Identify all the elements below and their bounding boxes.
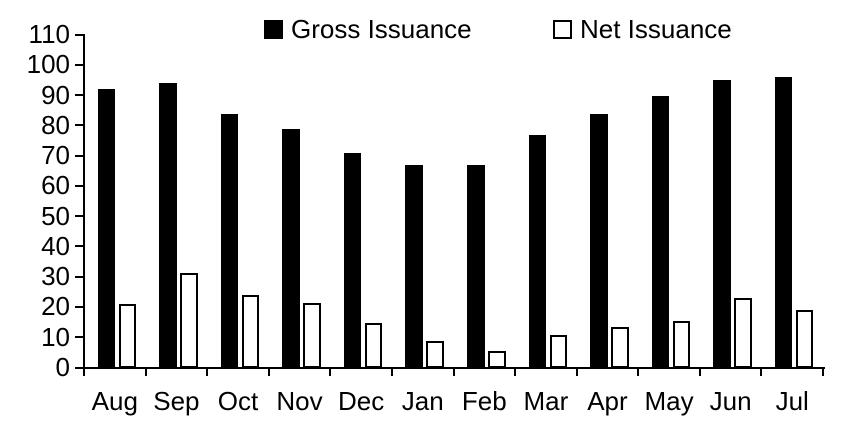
bar-net-jan (426, 340, 444, 368)
y-axis-tick (75, 184, 84, 187)
x-axis-label-feb: Feb (461, 386, 507, 416)
y-axis-label: 80 (41, 109, 70, 140)
y-axis-label: 0 (55, 352, 70, 382)
bar-net-apr (611, 327, 629, 368)
y-axis-label: 40 (41, 230, 70, 261)
y-axis-label: 100 (26, 49, 70, 80)
y-axis-tick (75, 275, 84, 278)
y-axis-tick (75, 124, 84, 127)
bar-net-aug (118, 304, 136, 368)
x-axis-label-jan: Jan (401, 386, 444, 416)
bar-net-sep (180, 272, 198, 368)
legend-item-gross-issuance: Gross Issuance (264, 14, 472, 44)
legend-swatch-gross-issuance (264, 19, 283, 39)
bar-gross-nov (282, 128, 300, 368)
x-axis-tick (514, 368, 517, 376)
x-axis-label-oct: Oct (217, 386, 259, 416)
y-axis-label: 10 (41, 321, 70, 352)
x-axis-tick (267, 368, 270, 376)
bar-gross-mar (528, 134, 547, 368)
y-axis-tick (75, 33, 84, 36)
y-axis-line (83, 34, 85, 369)
bar-gross-jun (713, 80, 731, 368)
y-axis-label: 20 (41, 291, 70, 322)
x-axis-label-nov: Nov (276, 386, 323, 416)
x-axis-label-jun: Jun (709, 386, 752, 416)
bar-gross-dec (343, 153, 362, 368)
x-axis-tick (144, 368, 147, 376)
bar-gross-jul (774, 77, 793, 368)
y-axis-tick (75, 154, 84, 157)
x-axis-tick (760, 368, 763, 376)
y-axis-label: 30 (41, 261, 70, 292)
y-axis-label: 110 (28, 19, 70, 49)
y-axis-tick (75, 63, 84, 66)
legend-swatch-net-issuance (553, 19, 572, 39)
bar-net-dec (364, 322, 383, 368)
y-axis-label: 60 (41, 170, 70, 201)
bar-net-may (672, 321, 691, 368)
bar-net-oct (241, 295, 260, 368)
x-axis-tick (83, 368, 85, 376)
y-axis-tick (75, 245, 84, 248)
bar-gross-sep (159, 83, 177, 368)
y-axis-tick (75, 366, 84, 369)
bar-gross-feb (467, 165, 485, 368)
x-axis-label-mar: Mar (523, 386, 569, 416)
x-axis-tick (390, 368, 393, 376)
y-axis-tick (75, 336, 84, 339)
bar-gross-oct (220, 113, 239, 368)
y-axis-label: 90 (41, 79, 70, 110)
legend: Gross Issuance Net Issuance (0, 0, 852, 52)
bar-net-jun (734, 298, 752, 368)
bar-gross-jan (405, 165, 423, 368)
x-axis-tick (575, 368, 578, 376)
x-axis-tick (822, 368, 824, 376)
legend-item-net-issuance: Net Issuance (553, 14, 732, 44)
x-axis-label-sep: Sep (153, 386, 200, 416)
bar-net-nov (303, 302, 321, 368)
y-axis-tick (75, 215, 84, 218)
x-axis-tick (637, 368, 640, 376)
x-axis-label-may: May (644, 386, 694, 416)
y-axis-label: 70 (41, 140, 70, 171)
bar-gross-apr (590, 113, 608, 368)
x-axis-tick (452, 368, 455, 376)
bar-net-mar (549, 334, 568, 368)
bar-net-jul (795, 310, 814, 368)
y-axis-tick (75, 94, 84, 97)
x-axis-label-dec: Dec (337, 386, 385, 416)
y-axis-label: 50 (41, 200, 70, 231)
bar-gross-may (651, 95, 670, 368)
x-axis-tick (329, 368, 332, 376)
bar-gross-aug (97, 89, 115, 368)
x-axis-label-aug: Aug (91, 386, 138, 416)
bar-net-feb (488, 351, 506, 368)
x-axis-label-apr: Apr (587, 386, 628, 416)
x-axis-tick (206, 368, 209, 376)
x-axis-tick (698, 368, 701, 376)
legend-label-gross-issuance: Gross Issuance (291, 14, 472, 44)
x-axis-label-jul: Jul (775, 386, 809, 416)
legend-label-net-issuance: Net Issuance (580, 14, 732, 44)
y-axis-tick (75, 305, 84, 308)
